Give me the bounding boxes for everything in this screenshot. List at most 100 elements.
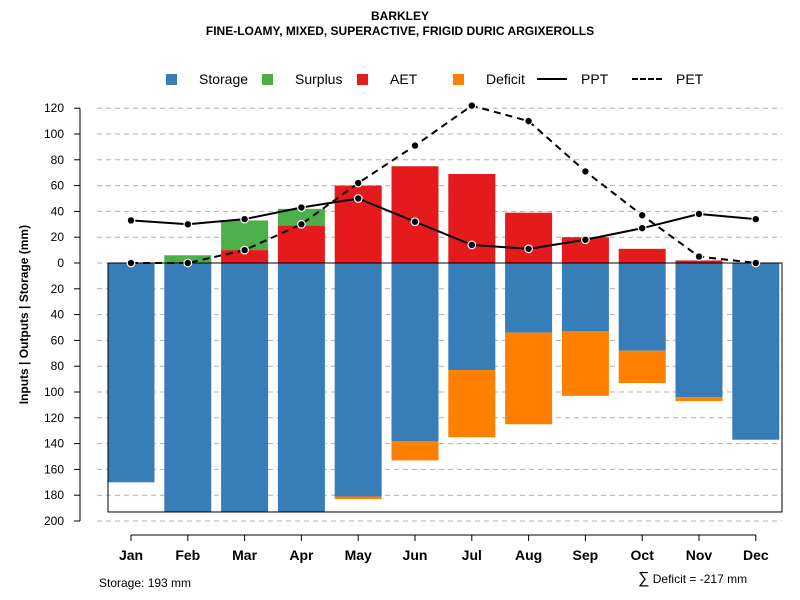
point-ppt-may <box>353 194 363 203</box>
bar-deficit-jul <box>448 370 496 438</box>
bar-storage-nov <box>675 263 723 398</box>
x-tick-label-oct: Oct <box>631 547 655 563</box>
bar-deficit-sep <box>561 331 609 396</box>
point-ppt-feb <box>183 219 193 229</box>
deficit-note-text: Deficit = -217 mm <box>652 572 748 586</box>
legend-pet-label: PET <box>676 71 704 87</box>
point-ppt-mar <box>240 214 250 224</box>
legend-ppt-line <box>537 78 567 80</box>
legend-storage-label: Storage <box>199 71 249 87</box>
y-tick-label: 60 <box>51 179 65 193</box>
bar-storage-oct <box>618 263 666 351</box>
deficit-note: ∑ Deficit = -217 mm <box>638 570 747 588</box>
y-tick-label: 40 <box>51 204 65 218</box>
bar-aet-jul <box>448 173 496 263</box>
bar-deficit-aug <box>505 332 553 425</box>
point-pet-aug <box>524 116 533 126</box>
legend-ppt-label: PPT <box>581 71 609 87</box>
y-tick-label: 20 <box>51 230 65 244</box>
bar-storage-may <box>334 263 382 497</box>
legend: Storage Surplus AET Deficit PPT PET <box>0 71 800 89</box>
bar-deficit-may <box>334 496 382 500</box>
y-tick-label: 80 <box>51 153 65 167</box>
legend-storage: Storage <box>166 71 248 87</box>
point-pet-jan <box>126 258 136 268</box>
y-tick-label: 100 <box>44 385 64 399</box>
bar-storage-jan <box>107 263 155 483</box>
point-pet-dec <box>751 258 761 268</box>
y-axis-label: Inputs | Outputs | Storage (mm) <box>17 225 31 404</box>
bar-storage-sep <box>561 263 609 332</box>
legend-pet: PET <box>632 71 703 87</box>
x-tick-label-apr: Apr <box>289 547 314 563</box>
point-pet-jul <box>467 101 477 111</box>
point-ppt-apr <box>297 203 306 212</box>
legend-storage-swatch <box>166 73 177 85</box>
point-pet-sep <box>581 167 590 176</box>
bar-storage-apr <box>277 263 325 512</box>
x-tick-label-jun: Jun <box>403 547 428 563</box>
legend-aet-swatch <box>357 73 368 85</box>
legend-surplus-label: Surplus <box>295 71 343 87</box>
line-pet <box>131 104 756 264</box>
sum-icon: ∑ <box>638 570 650 587</box>
point-ppt-jan <box>126 216 136 225</box>
x-tick-label-feb: Feb <box>175 547 200 563</box>
point-pet-jun <box>410 141 420 151</box>
point-ppt-jun <box>410 217 420 227</box>
legend-deficit-label: Deficit <box>486 71 525 87</box>
y-tick-label: 120 <box>44 411 64 425</box>
storage-note: Storage: 193 mm <box>99 576 192 590</box>
point-pet-mar <box>240 245 250 255</box>
point-ppt-sep <box>581 235 590 245</box>
line-ppt <box>130 197 756 250</box>
bar-storage-dec <box>732 263 780 440</box>
y-tick-label: 160 <box>44 462 64 476</box>
legend-aet: AET <box>357 71 417 87</box>
bar-storage-jul <box>448 263 496 371</box>
y-tick-label: 180 <box>44 488 64 502</box>
bar-storage-mar <box>221 263 269 512</box>
y-tick-label: 40 <box>51 308 65 322</box>
y-tick-label: 100 <box>44 127 64 141</box>
y-tick-label: 60 <box>51 333 65 347</box>
point-ppt-nov <box>694 209 704 219</box>
bar-storage-jun <box>391 263 439 442</box>
bar-aet-aug <box>505 212 553 263</box>
legend-ppt: PPT <box>537 71 608 87</box>
bar-surplus-mar <box>221 220 269 251</box>
legend-deficit: Deficit <box>453 71 525 87</box>
point-ppt-aug <box>524 244 533 254</box>
y-tick-label: 0 <box>57 256 64 270</box>
y-tick-label: 120 <box>44 101 64 115</box>
y-tick-label: 80 <box>51 359 65 373</box>
legend-surplus-swatch <box>262 73 273 85</box>
point-pet-nov <box>694 252 704 261</box>
bar-aet-oct <box>618 248 666 263</box>
x-tick-label-sep: Sep <box>573 547 599 563</box>
point-ppt-jul <box>467 240 477 250</box>
point-ppt-oct <box>637 223 647 233</box>
x-tick-label-jul: Jul <box>462 547 482 563</box>
legend-deficit-swatch <box>453 73 464 85</box>
y-tick-label: 200 <box>44 514 64 528</box>
legend-surplus: Surplus <box>262 71 342 87</box>
bar-storage-aug <box>505 263 553 333</box>
point-pet-may <box>353 178 363 188</box>
point-pet-oct <box>637 210 647 220</box>
legend-aet-label: AET <box>390 71 418 87</box>
y-tick-label: 140 <box>44 437 64 451</box>
point-ppt-dec <box>751 214 761 224</box>
chart-subtitle: FINE-LOAMY, MIXED, SUPERACTIVE, FRIGID D… <box>205 24 595 38</box>
bar-deficit-jun <box>391 441 439 461</box>
x-tick-label-dec: Dec <box>743 547 769 563</box>
bar-deficit-nov <box>675 397 723 402</box>
y-tick-label: 20 <box>51 282 65 296</box>
bar-deficit-oct <box>618 350 666 383</box>
chart-title: BARKLEY <box>370 9 429 23</box>
x-tick-label-jan: Jan <box>119 547 143 563</box>
bar-aet-nov <box>675 260 723 263</box>
bar-storage-feb <box>164 263 212 512</box>
x-tick-label-aug: Aug <box>515 547 542 563</box>
